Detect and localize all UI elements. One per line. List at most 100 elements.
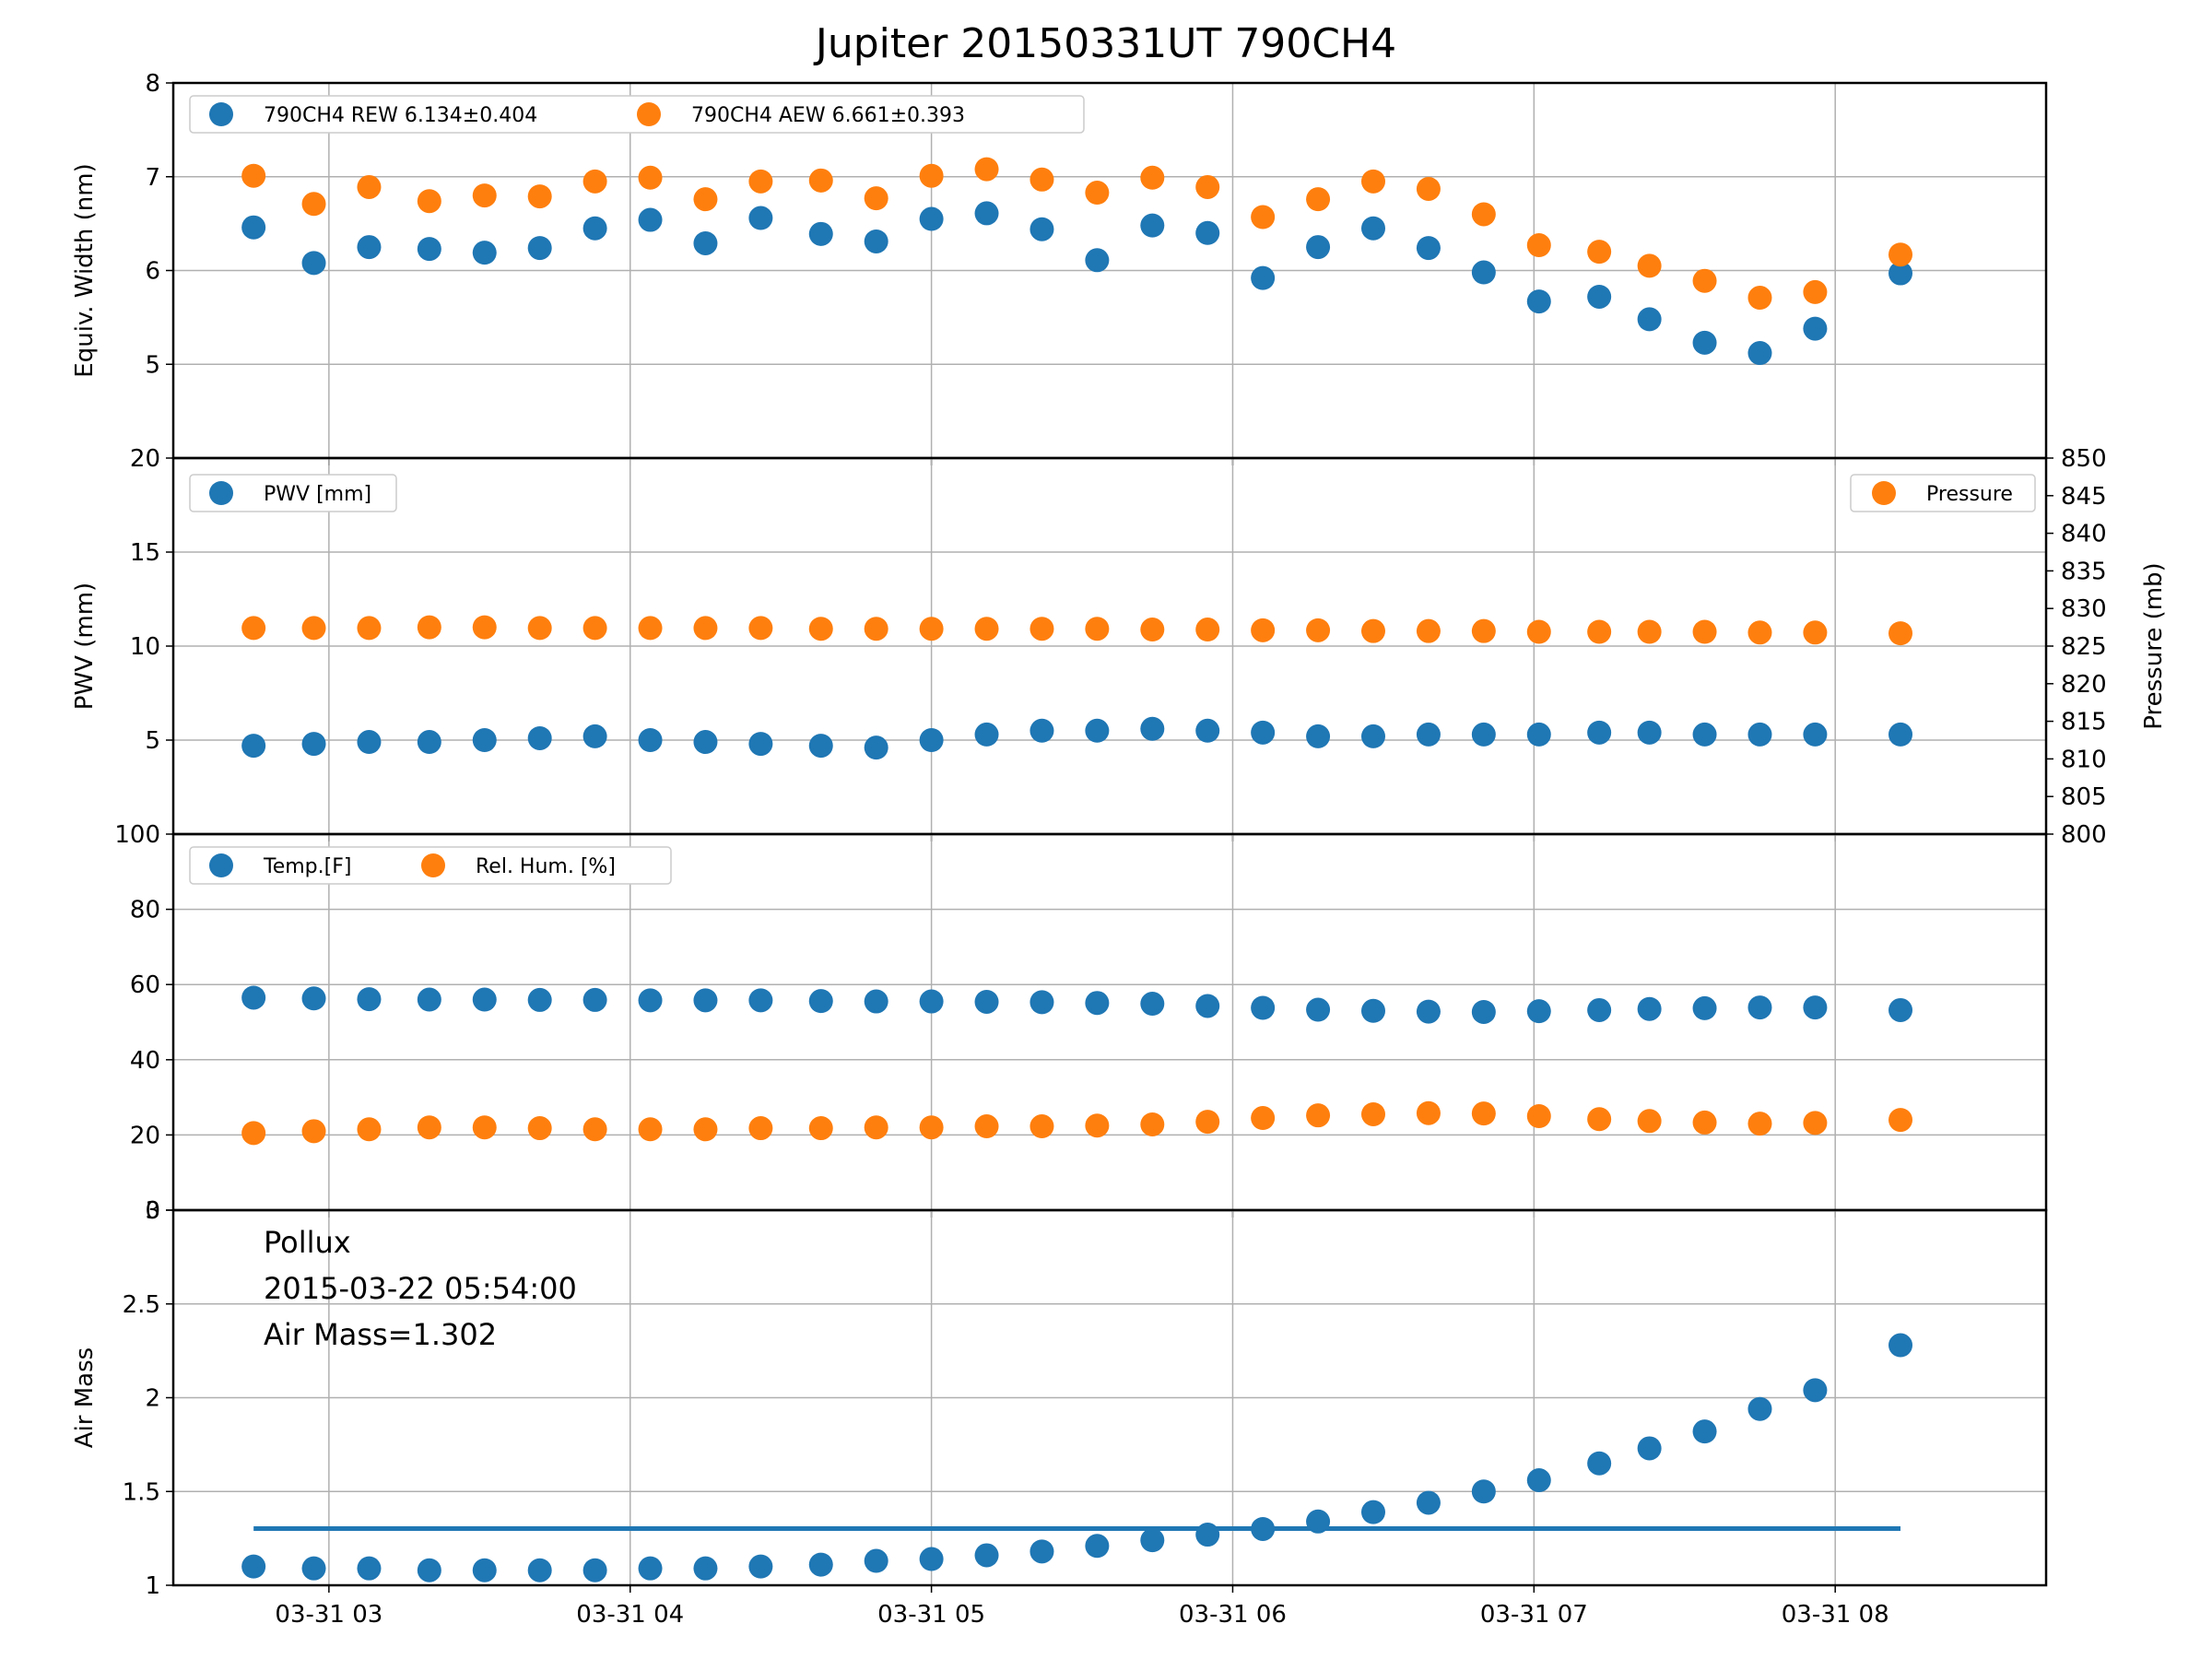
y-axis-label: Equiv. Width (nm)	[71, 163, 99, 377]
data-point-790ch4	[1637, 253, 1662, 278]
data-point-790ch4	[1030, 217, 1054, 241]
figure-title: Jupiter 20150331UT 790CH4	[813, 20, 1396, 67]
x-tick-label: 03-31 05	[877, 1601, 985, 1629]
data-point-tempf	[1692, 995, 1717, 1020]
data-point-tempf	[301, 986, 326, 1011]
data-point-pressure	[1747, 620, 1772, 645]
data-point-790ch4	[1803, 279, 1828, 304]
y-tick-label: 15	[130, 539, 160, 567]
annotation-line: Pollux	[264, 1225, 351, 1260]
x-tick-label: 03-31 07	[1480, 1601, 1588, 1629]
data-point-790ch4	[1587, 240, 1612, 265]
data-point-tempf	[1803, 995, 1828, 1020]
y2-tick-label: 820	[2061, 671, 2107, 699]
data-point-pressure	[417, 615, 441, 640]
data-point-790ch4	[1637, 307, 1662, 332]
data-point-tempf	[974, 989, 999, 1014]
y-tick-label: 80	[130, 897, 160, 924]
data-point-tempf	[919, 989, 944, 1014]
data-point-790ch4	[1747, 341, 1772, 366]
data-point-airmass	[1747, 1396, 1772, 1421]
data-point-pwv	[417, 730, 441, 755]
data-point-pwv	[1416, 722, 1441, 747]
data-point-790ch4	[1471, 260, 1496, 285]
data-point-790ch4	[808, 168, 833, 193]
data-point-790ch4	[1416, 176, 1441, 201]
data-point-pressure	[1306, 618, 1331, 642]
data-point-rel	[1526, 1104, 1551, 1128]
y2-tick-label: 805	[2061, 783, 2107, 811]
legend-left: PWV [mm]	[189, 474, 397, 512]
legend-box	[1850, 474, 2036, 512]
data-point-pressure	[582, 616, 607, 641]
data-point-790ch4	[693, 230, 718, 255]
data-point-rel	[241, 1121, 266, 1146]
data-point-airmass	[527, 1558, 552, 1583]
legend: 790CH4 REW 6.134±0.404 790CH4 AEW 6.661±0…	[189, 95, 1085, 134]
data-point-790ch4	[864, 229, 888, 253]
data-point-790ch4	[1306, 187, 1331, 212]
axes-frame	[171, 1208, 2048, 1587]
data-point-790ch4	[974, 201, 999, 226]
data-point-rel	[1306, 1103, 1331, 1128]
y-tick-label: 10	[130, 633, 160, 661]
data-point-pressure	[1085, 617, 1110, 641]
data-point-pwv	[301, 732, 326, 757]
x-axis: 03-31 03 03-31 04 03-31 05 03-31 06 03-31 07…	[275, 1601, 1888, 1629]
legend-marker	[1872, 481, 1896, 505]
legend-marker	[637, 102, 661, 126]
data-point-airmass	[808, 1552, 833, 1577]
data-point-airmass	[1251, 1516, 1276, 1541]
data-point-rel	[1030, 1114, 1054, 1139]
data-point-rel	[1140, 1112, 1165, 1136]
data-point-pressure	[1251, 618, 1276, 642]
data-point-pressure	[1888, 621, 1913, 646]
data-point-pressure	[472, 615, 497, 640]
legend-box	[189, 474, 397, 512]
data-point-pwv	[1747, 722, 1772, 747]
data-point-rel	[864, 1115, 888, 1140]
y-tick-label: 20	[130, 1122, 160, 1149]
data-point-rel	[1195, 1110, 1220, 1135]
data-point-pressure	[808, 617, 833, 641]
y2-tick-label: 850	[2061, 445, 2107, 473]
data-point-rel	[1471, 1101, 1496, 1126]
data-point-pwv	[1803, 722, 1828, 747]
data-point-pressure	[241, 616, 266, 641]
data-point-790ch4	[357, 174, 382, 199]
y-tick-label: 7	[145, 164, 160, 192]
data-point-rel	[527, 1116, 552, 1141]
data-point-790ch4	[527, 236, 552, 261]
data-point-790ch4	[582, 216, 607, 241]
data-point-airmass	[1085, 1534, 1110, 1559]
legend-entry: 790CH4 AEW 6.661±0.393	[691, 104, 965, 127]
data-point-790ch4	[472, 241, 497, 265]
data-point-rel	[357, 1117, 382, 1142]
data-point-pressure	[1140, 618, 1165, 642]
data-point-rel	[1888, 1108, 1913, 1133]
data-point-tempf	[1085, 991, 1110, 1016]
data-point-tempf	[1306, 997, 1331, 1022]
legend-entry: 790CH4 REW 6.134±0.404	[264, 104, 537, 127]
data-point-pwv	[582, 724, 607, 748]
data-point-rel	[301, 1119, 326, 1144]
data-point-pwv	[693, 730, 718, 755]
data-point-airmass	[919, 1547, 944, 1571]
data-point-pressure	[693, 616, 718, 641]
y-tick-label: 2.5	[123, 1291, 160, 1319]
data-point-pressure	[357, 616, 382, 641]
data-point-rel	[1692, 1110, 1717, 1135]
data-point-rel	[1637, 1109, 1662, 1134]
data-point-790ch4	[1471, 202, 1496, 227]
data-point-790ch4	[1692, 330, 1717, 355]
data-point-tempf	[1195, 994, 1220, 1018]
data-point-790ch4	[864, 186, 888, 211]
data-point-tempf	[808, 989, 833, 1014]
data-point-rel	[1747, 1112, 1772, 1136]
x-tick-label: 03-31 06	[1179, 1601, 1287, 1629]
data-point-airmass	[1030, 1539, 1054, 1564]
legend-marker	[209, 853, 233, 877]
data-point-tempf	[693, 988, 718, 1013]
data-point-790ch4	[808, 221, 833, 246]
data-point-airmass	[1526, 1468, 1551, 1493]
